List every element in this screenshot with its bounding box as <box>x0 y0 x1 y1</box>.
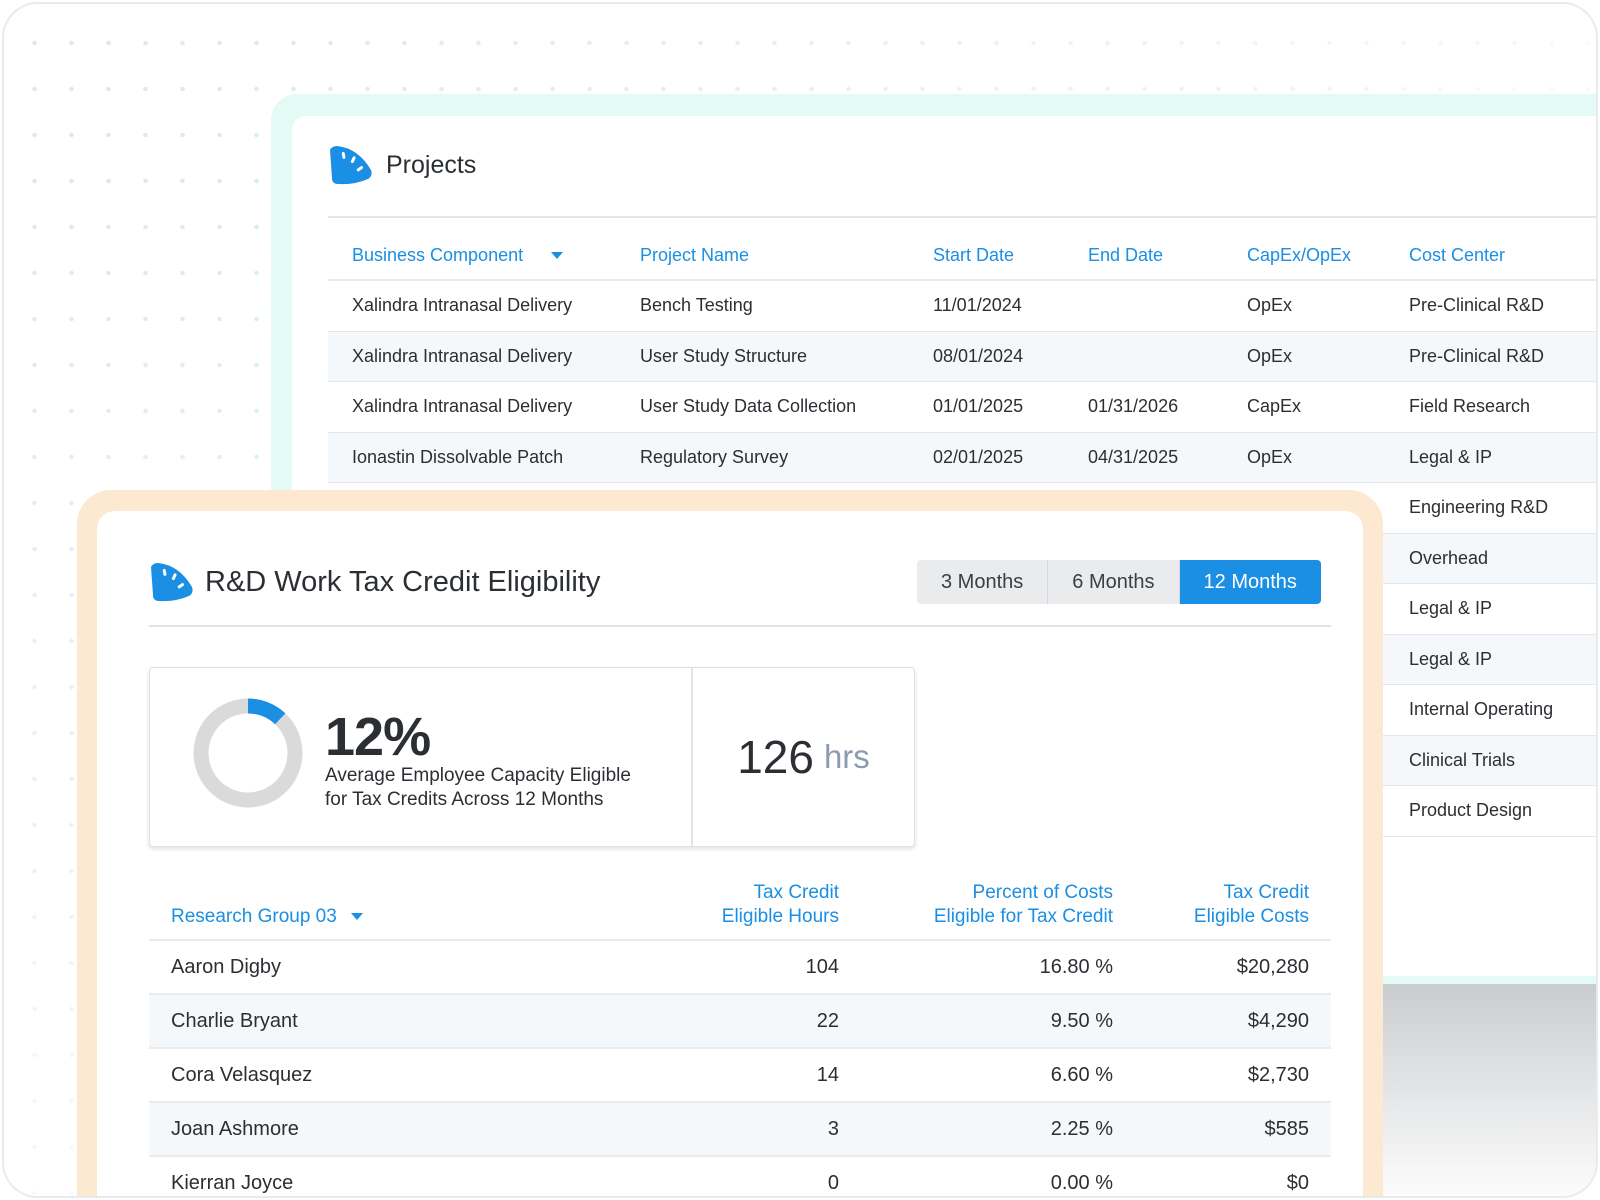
tax-credit-table: Research Group 03 Tax Credit Eligible Ho… <box>149 879 1331 1196</box>
projects-window-shadow <box>1344 982 1596 1196</box>
donut-track <box>193 698 303 808</box>
rd-tax-credit-window: R&D Work Tax Credit Eligibility 3 Months… <box>97 511 1363 1196</box>
range-option-3-months[interactable]: 3 Months <box>917 560 1049 604</box>
projects-table-header: Business Component Project Name Start Da… <box>328 231 1596 281</box>
table-cell: 11/01/2024 <box>933 295 1022 316</box>
table-cell: User Study Structure <box>640 345 808 366</box>
table-cell: 0.00 % <box>1050 1171 1113 1194</box>
table-cell: $20,280 <box>1236 955 1309 978</box>
table-cell: 0 <box>827 1171 839 1194</box>
table-cell: Joan Ashmore <box>171 1117 299 1140</box>
table-cell: Xalindra Intranasal Delivery <box>352 295 573 316</box>
table-cell: 01/01/2025 <box>933 396 1024 417</box>
table-cell: 01/31/2026 <box>1088 396 1179 417</box>
table-row[interactable]: Joan Ashmore 3 2.25 % $585 <box>149 1103 1331 1157</box>
table-cell: Clinical Trials <box>1409 749 1516 770</box>
column-header-cost-center[interactable]: Cost Center <box>1409 244 1506 265</box>
table-cell: $2,730 <box>1247 1063 1309 1086</box>
table-cell: Xalindra Intranasal Delivery <box>352 345 573 366</box>
chevron-down-icon[interactable] <box>350 913 363 921</box>
table-cell: Engineering R&D <box>1409 497 1549 518</box>
table-cell: Pre-Clinical R&D <box>1409 295 1545 316</box>
column-header-business-component[interactable]: Business Component <box>328 245 640 266</box>
table-cell: Charlie Bryant <box>171 1009 298 1032</box>
table-cell: 9.50 % <box>1050 1009 1113 1032</box>
table-row[interactable]: Aaron Digby 104 16.80 % $20,280 <box>149 941 1331 995</box>
hours-panel: 126 hrs <box>693 668 914 846</box>
table-cell: Kierran Joyce <box>171 1171 294 1194</box>
table-cell: User Study Data Collection <box>640 396 857 417</box>
table-cell: Regulatory Survey <box>640 446 789 467</box>
table-cell: 3 <box>827 1117 839 1140</box>
projects-divider <box>328 216 1596 218</box>
speedometer-logo-icon <box>330 146 372 185</box>
table-row[interactable]: Charlie Bryant 22 9.50 % $4,290 <box>149 995 1331 1049</box>
table-cell: 22 <box>816 1009 839 1032</box>
table-cell: 14 <box>816 1063 839 1086</box>
table-cell: Product Design <box>1409 800 1533 821</box>
table-cell: 6.60 % <box>1050 1063 1113 1086</box>
column-header-eligible-hours[interactable]: Tax Credit Eligible Hours <box>721 882 839 927</box>
range-selector: 3 Months 6 Months 12 Months <box>917 560 1321 604</box>
table-row[interactable]: Xalindra Intranasal Delivery User Study S… <box>328 331 1596 382</box>
column-header-end-date[interactable]: End Date <box>1088 244 1164 265</box>
column-header-percent-costs[interactable]: Percent of Costs Eligible for Tax Credit <box>933 882 1113 927</box>
table-cell: Cora Velasquez <box>171 1063 313 1086</box>
table-cell: $4,290 <box>1247 1009 1309 1032</box>
table-cell: OpEx <box>1247 345 1293 366</box>
column-header-capex-opex[interactable]: CapEx/OpEx <box>1247 244 1352 265</box>
table-cell: 04/31/2025 <box>1088 446 1179 467</box>
table-cell: Aaron Digby <box>171 955 282 978</box>
speedometer-logo-icon <box>151 563 193 602</box>
hours-value: 126 <box>737 731 814 783</box>
table-cell: CapEx <box>1247 396 1302 417</box>
table-cell: 16.80 % <box>1039 955 1113 978</box>
table-cell: Pre-Clinical R&D <box>1409 345 1545 366</box>
table-cell: Bench Testing <box>640 295 753 316</box>
research-group-dropdown[interactable]: Research Group 03 <box>149 905 611 929</box>
table-row[interactable]: Xalindra Intranasal Delivery User Study D… <box>328 382 1596 433</box>
range-option-6-months[interactable]: 6 Months <box>1048 560 1180 604</box>
table-cell: Internal Operating <box>1409 699 1554 720</box>
table-cell: Field Research <box>1409 396 1531 417</box>
capacity-percent-panel: 12% Average Employee Capacity Eligible f… <box>150 668 693 846</box>
table-cell: 02/01/2025 <box>933 446 1024 467</box>
capacity-percent: 12% <box>325 707 431 767</box>
table-cell: Legal & IP <box>1409 648 1493 669</box>
table-cell: OpEx <box>1247 295 1293 316</box>
projects-header: Projects <box>328 144 476 186</box>
column-header-project-name[interactable]: Project Name <box>640 244 750 265</box>
hours-unit: hrs <box>823 738 870 775</box>
table-cell: 08/01/2024 <box>933 345 1024 366</box>
table-cell: $0 <box>1286 1171 1309 1194</box>
rd-title: R&D Work Tax Credit Eligibility <box>205 565 601 598</box>
table-cell: Legal & IP <box>1409 598 1493 619</box>
table-row[interactable]: Kierran Joyce 0 0.00 % $0 <box>149 1157 1331 1196</box>
table-cell: Legal & IP <box>1409 446 1493 467</box>
table-row[interactable]: Ionastin Dissolvable Patch Regulatory Sur… <box>328 432 1596 483</box>
rd-divider <box>149 625 1331 627</box>
capacity-stat-card: 12% Average Employee Capacity Eligible f… <box>149 667 915 847</box>
range-option-12-months[interactable]: 12 Months <box>1179 560 1321 604</box>
table-cell: Xalindra Intranasal Delivery <box>352 396 573 417</box>
table-cell: Ionastin Dissolvable Patch <box>352 446 564 467</box>
table-cell: $585 <box>1264 1117 1310 1140</box>
column-header-start-date[interactable]: Start Date <box>933 244 1015 265</box>
sort-down-icon[interactable] <box>551 252 564 260</box>
column-header-eligible-costs[interactable]: Tax Credit Eligible Costs <box>1193 882 1309 927</box>
rd-header: R&D Work Tax Credit Eligibility <box>149 561 600 603</box>
tax-credit-table-header: Research Group 03 Tax Credit Eligible Ho… <box>149 879 1331 941</box>
projects-title: Projects <box>386 150 477 179</box>
table-row[interactable]: Xalindra Intranasal Delivery Bench Testin… <box>328 281 1596 332</box>
donut-fill <box>193 698 303 808</box>
table-cell: OpEx <box>1247 446 1293 467</box>
table-cell: 104 <box>805 955 839 978</box>
table-cell: 2.25 % <box>1050 1117 1113 1140</box>
table-cell: Overhead <box>1409 547 1489 568</box>
capacity-description: Average Employee Capacity Eligible for T… <box>325 765 631 810</box>
capacity-donut-chart <box>193 698 303 808</box>
table-row[interactable]: Cora Velasquez 14 6.60 % $2,730 <box>149 1049 1331 1103</box>
